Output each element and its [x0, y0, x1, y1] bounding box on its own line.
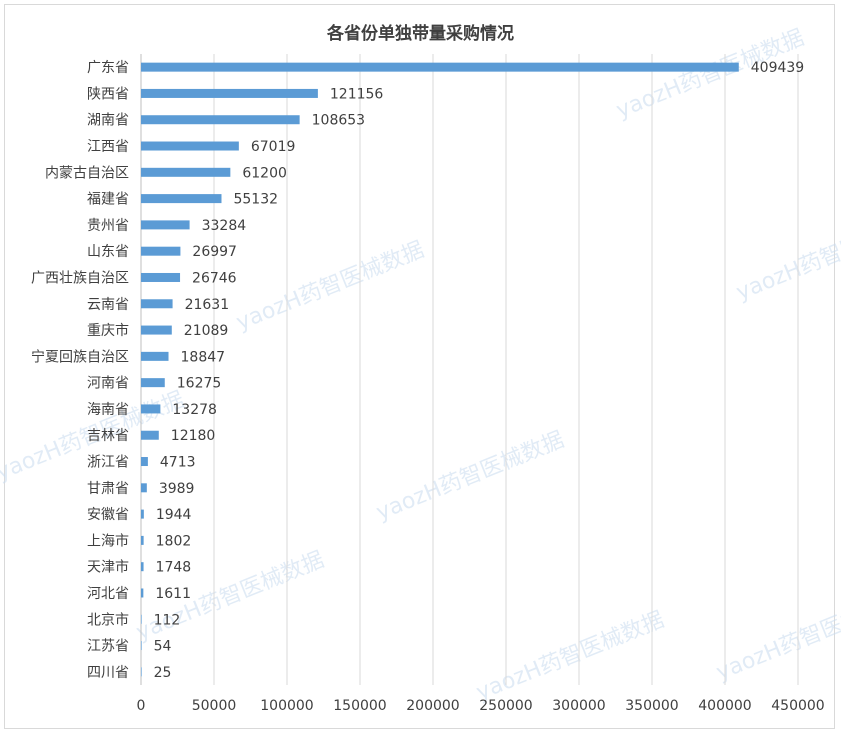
category-label: 内蒙古自治区	[45, 165, 129, 181]
bar	[141, 167, 231, 177]
watermark: yaozH药智医械数据	[473, 607, 668, 705]
x-tick-label: 50000	[192, 698, 237, 714]
data-label: 112	[154, 612, 181, 628]
category-label: 贵州省	[87, 218, 129, 234]
bar	[141, 667, 142, 677]
category-label: 广东省	[87, 60, 129, 76]
bar	[141, 88, 318, 98]
bar	[141, 62, 739, 72]
data-label: 1802	[156, 533, 192, 549]
x-tick-labels: 0 50000 100000 150000 200000 250000 300000 3500…	[137, 698, 825, 714]
x-tick-label: 150000	[333, 698, 386, 714]
bar	[141, 430, 159, 440]
x-tick-label: 100000	[260, 698, 313, 714]
data-label: 12180	[171, 428, 216, 444]
bar	[141, 588, 144, 598]
category-label: 河北省	[87, 586, 129, 602]
data-label: 67019	[251, 139, 296, 155]
data-label: 108653	[312, 113, 365, 129]
x-tick-label: 450000	[771, 698, 824, 714]
data-labels: 409439 121156 108653 67019 61200 55132 33284 26…	[154, 60, 805, 681]
watermark: yaozH药智医械数据	[713, 587, 841, 685]
bar	[141, 141, 239, 151]
category-label: 安徽省	[87, 507, 129, 523]
data-label: 61200	[242, 165, 287, 181]
watermark: yaozH药智医械数据	[373, 427, 568, 525]
category-label: 宁夏回族自治区	[31, 348, 129, 365]
data-label: 3989	[159, 481, 195, 497]
data-label: 13278	[172, 402, 217, 418]
category-label: 天津市	[87, 559, 129, 576]
bars	[141, 62, 739, 677]
category-label: 福建省	[87, 192, 129, 208]
bar	[141, 404, 161, 414]
watermark: yaozH药智医械数据	[733, 207, 841, 305]
chart-title: 各省份单独带量采购情况	[327, 24, 514, 44]
category-label: 重庆市	[87, 322, 129, 339]
bar	[141, 535, 144, 545]
bar	[141, 457, 148, 467]
data-label: 1748	[156, 560, 192, 576]
data-label: 21089	[184, 323, 229, 339]
category-label: 广西壮族自治区	[31, 270, 129, 286]
category-label: 上海市	[87, 532, 129, 549]
category-label: 北京市	[87, 611, 129, 628]
data-label: 1611	[155, 586, 191, 602]
data-label: 55132	[233, 192, 278, 208]
bar	[141, 246, 181, 256]
chart-frame	[4, 4, 835, 729]
category-label: 江西省	[87, 139, 129, 155]
bar	[141, 325, 172, 335]
x-tick-label: 400000	[698, 698, 751, 714]
bar	[141, 483, 147, 493]
x-tick-label: 0	[137, 698, 146, 714]
data-label: 121156	[330, 86, 384, 102]
category-label: 浙江省	[87, 455, 129, 471]
data-label: 26997	[192, 244, 237, 260]
category-label: 江苏省	[87, 639, 129, 655]
bar	[141, 509, 144, 519]
data-label: 33284	[202, 218, 247, 234]
data-label: 21631	[185, 297, 230, 313]
bar	[141, 115, 300, 125]
bar	[141, 272, 181, 282]
category-labels: 广东省陕西省湖南省江西省内蒙古自治区福建省贵州省山东省广西壮族自治区云南省重庆市…	[31, 60, 129, 681]
x-tick-label: 300000	[552, 698, 605, 714]
bar	[141, 378, 165, 388]
bar	[141, 194, 222, 204]
grid-lines	[140, 54, 799, 685]
category-label: 四川省	[87, 665, 129, 681]
data-label: 1944	[156, 507, 192, 523]
watermark: yaozH药智医械数据	[233, 237, 428, 335]
category-label: 云南省	[87, 297, 129, 313]
bar	[141, 220, 190, 230]
bar	[141, 641, 142, 651]
x-tick-label: 350000	[625, 698, 678, 714]
x-tick-label: 250000	[479, 698, 532, 714]
category-label: 吉林省	[87, 428, 129, 444]
category-label: 山东省	[87, 244, 129, 260]
category-label: 陕西省	[87, 86, 129, 102]
data-label: 26746	[192, 270, 237, 286]
x-tick-label: 200000	[406, 698, 459, 714]
data-label: 409439	[751, 60, 804, 76]
category-label: 河南省	[87, 376, 129, 392]
category-label: 海南省	[87, 402, 129, 418]
data-label: 16275	[177, 376, 222, 392]
data-label: 4713	[160, 455, 196, 471]
category-label: 湖南省	[87, 113, 129, 129]
data-label: 54	[154, 639, 172, 655]
bar	[141, 299, 173, 309]
data-label: 18847	[181, 349, 226, 365]
bar	[141, 614, 142, 624]
bar	[141, 562, 144, 572]
category-label: 甘肃省	[87, 481, 129, 497]
bar	[141, 351, 169, 361]
data-label: 25	[154, 665, 172, 681]
